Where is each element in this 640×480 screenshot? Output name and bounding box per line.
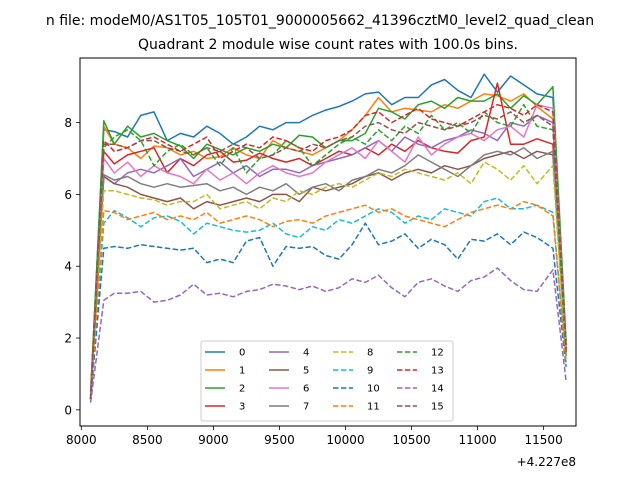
x-tick-label: 10000 [326,433,364,447]
y-tick-label: 6 [64,188,72,202]
x-tick-label: 9500 [264,433,295,447]
y-axis: 0 2 4 6 8 [64,116,80,417]
y-tick-label: 4 [64,260,72,274]
series-line-14 [89,267,567,403]
series-line-2 [89,85,567,396]
legend-label-11: 11 [367,402,380,413]
plot-lines [89,73,567,403]
legend-box [200,340,454,422]
x-tick-label: 11000 [458,433,496,447]
legend-label-10: 10 [367,384,380,395]
legend-label-3: 3 [239,402,245,413]
legend-label-8: 8 [367,348,373,359]
series-line-11 [89,200,567,400]
chart-title: Quadrant 2 module wise count rates with … [138,37,518,53]
legend-label-13: 13 [431,366,444,377]
y-tick-label: 2 [64,332,72,346]
legend-label-7: 7 [303,402,309,413]
legend-label-2: 2 [239,384,245,395]
plot-frame [79,57,577,427]
series-line-13 [89,103,567,400]
legend-label-5: 5 [303,366,309,377]
x-tick-label: 8000 [66,433,97,447]
x-tick-label: 9000 [198,433,229,447]
series-line-7 [89,147,567,400]
legend-label-0: 0 [239,348,245,359]
legend-label-14: 14 [431,384,444,395]
series-line-5 [89,150,567,400]
x-tick-label: 10500 [392,433,430,447]
x-tick-label: 8500 [132,433,163,447]
y-tick-label: 8 [64,116,72,130]
series-line-6 [89,103,567,400]
legend-label-1: 1 [239,366,245,377]
series-line-9 [89,197,567,400]
series-line-8 [89,161,567,400]
legend-label-9: 9 [367,366,373,377]
legend-label-15: 15 [431,402,444,413]
x-tick-label: 11500 [525,433,563,447]
legend-label-12: 12 [431,348,444,359]
series-line-10 [89,222,567,400]
legend-label-6: 6 [303,384,309,395]
figure-suptitle: n file: modeM0/AS1T05_105T01_9000005662_… [46,13,594,29]
x-offset-label: +4.227e8 [517,455,576,469]
x-axis: 8000 8500 9000 9500 10000 10500 11000 11500 [66,426,563,447]
y-tick-label: 0 [64,403,72,417]
legend-label-4: 4 [303,348,309,359]
